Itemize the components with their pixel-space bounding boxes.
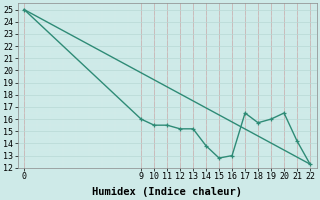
X-axis label: Humidex (Indice chaleur): Humidex (Indice chaleur) xyxy=(92,186,242,197)
